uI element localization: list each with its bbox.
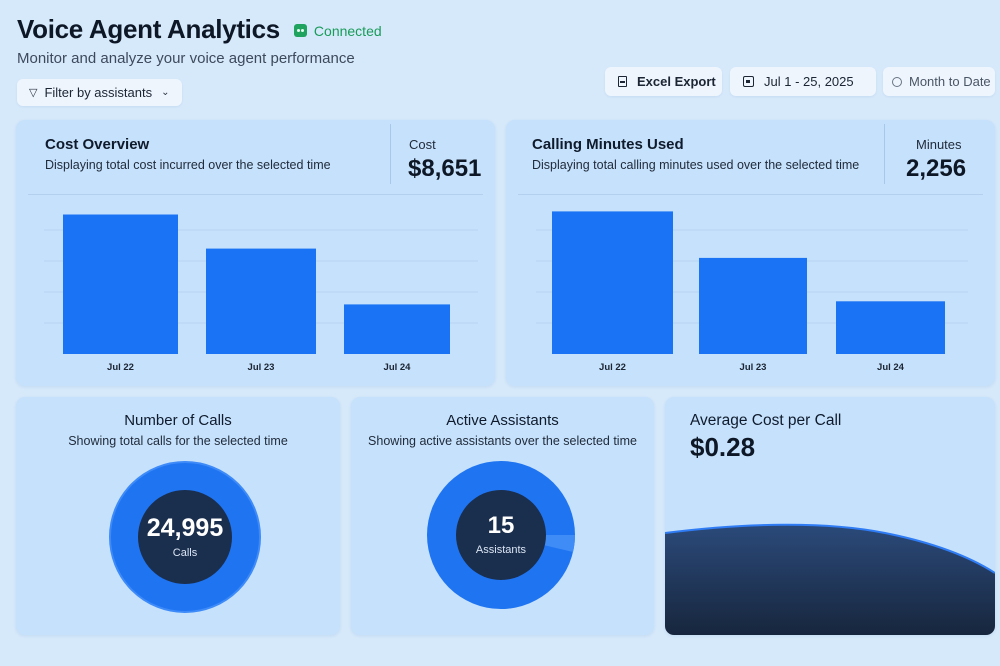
card-title: Cost Overview	[45, 136, 150, 153]
date-range-picker[interactable]: Jul 1 - 25, 2025	[730, 67, 876, 96]
assistants-donut: 15 Assistants	[425, 459, 577, 611]
area-line	[665, 523, 995, 574]
minutes-stat: Minutes 2,256	[884, 124, 995, 184]
card-title: Number of Calls	[124, 412, 232, 429]
page-title: Voice Agent Analytics	[17, 14, 280, 44]
number-of-calls-card: Number of Calls Showing total calls for …	[16, 397, 340, 635]
filter-label: Filter by assistants	[44, 85, 153, 100]
x-tick-label: Jul 24	[877, 362, 905, 373]
bar-jul-24[interactable]	[344, 304, 450, 354]
active-assistants-card: Active Assistants Showing active assista…	[351, 397, 654, 635]
x-tick-label: Jul 24	[384, 362, 412, 373]
bar-jul-24[interactable]	[836, 301, 945, 354]
avg-cost-value: $0.28	[690, 432, 756, 462]
date-range-label: Jul 1 - 25, 2025	[764, 74, 854, 89]
calendar-icon	[743, 76, 754, 87]
bar-jul-22[interactable]	[552, 211, 673, 354]
card-subtitle: Showing active assistants over the selec…	[368, 434, 637, 448]
header: Voice Agent Analytics Connected	[17, 14, 382, 45]
bar-jul-23[interactable]	[699, 257, 807, 354]
calls-donut: 24,995 Calls	[108, 460, 262, 614]
stat-value: 2,256	[906, 155, 967, 182]
connection-status-text: Connected	[313, 22, 382, 39]
connection-status-badge: Connected	[293, 22, 382, 39]
period-select[interactable]: Month to Date	[883, 67, 995, 96]
period-label: Month to Date	[909, 74, 991, 89]
connection-icon	[293, 24, 307, 37]
assistants-donut-center: 15 Assistants	[456, 490, 546, 580]
filter-assistants-dropdown[interactable]: ▽ Filter by assistants ⌄	[17, 79, 182, 106]
stat-value: $8,651	[408, 155, 482, 182]
calls-unit: Calls	[172, 546, 198, 559]
card-subtitle: Displaying total cost incurred over the …	[45, 158, 331, 172]
calling-minutes-card: Calling Minutes Used Displaying total ca…	[506, 120, 995, 386]
excel-export-label: Excel Export	[637, 74, 716, 89]
card-subtitle: Showing total calls for the selected tim…	[68, 434, 288, 448]
card-title: Calling Minutes Used	[532, 136, 684, 153]
card-title: Active Assistants	[446, 412, 559, 429]
bar-jul-23[interactable]	[206, 248, 316, 354]
stat-label: Minutes	[916, 137, 962, 152]
minutes-bar-chart: Jul 22 Jul 23 Jul 24	[536, 211, 968, 373]
average-cost-card: Average Cost per Call $0.28	[665, 397, 995, 635]
page-subtitle: Monitor and analyze your voice agent per…	[17, 50, 355, 67]
x-tick-label: Jul 23	[248, 362, 275, 373]
calls-value: 24,995	[146, 513, 224, 542]
x-tick-label: Jul 23	[740, 362, 767, 373]
card-title: Average Cost per Call	[690, 412, 842, 429]
cost-stat: Cost $8,651	[390, 124, 495, 184]
calls-donut-center: 24,995 Calls	[138, 490, 232, 584]
assistants-value: 15	[487, 512, 515, 539]
divider	[28, 194, 483, 195]
avg-cost-area-chart	[665, 523, 995, 635]
area-fill	[665, 524, 995, 635]
divider	[518, 194, 983, 195]
cost-overview-card: Cost Overview Displaying total cost incu…	[16, 120, 495, 386]
assistants-unit: Assistants	[475, 544, 527, 556]
cost-bar-chart: Jul 22 Jul 23 Jul 24	[44, 214, 478, 373]
excel-export-button[interactable]: Excel Export	[605, 67, 722, 96]
filter-icon: ▽	[29, 87, 38, 99]
x-tick-label: Jul 22	[107, 362, 134, 373]
radio-circle-icon	[892, 76, 902, 87]
file-icon	[618, 76, 627, 87]
card-subtitle: Displaying total calling minutes used ov…	[532, 158, 860, 172]
stat-label: Cost	[409, 137, 436, 152]
bar-jul-22[interactable]	[63, 214, 178, 355]
chevron-down-icon: ⌄	[161, 87, 170, 98]
x-tick-label: Jul 22	[599, 362, 626, 373]
